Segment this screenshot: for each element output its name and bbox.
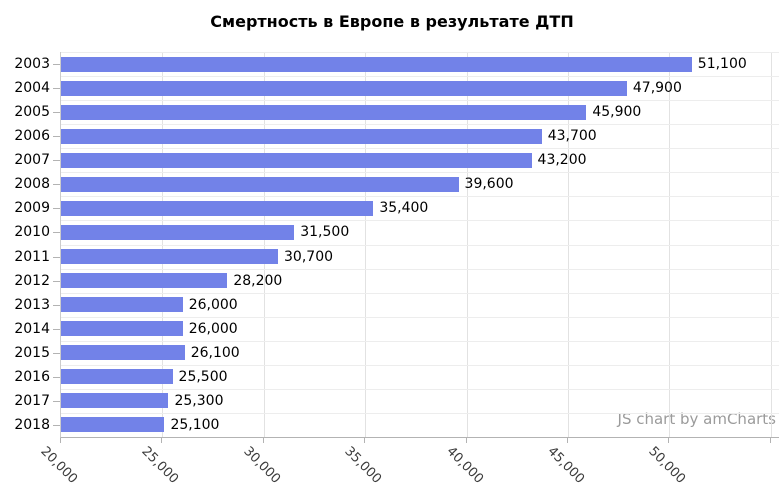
category-tick: [53, 184, 60, 186]
bar-value-label: 45,900: [592, 104, 642, 121]
category-label-2007: 2007: [14, 152, 50, 169]
category-tick: [53, 88, 60, 90]
category-tick: [53, 304, 60, 306]
bar-value-label: 43,200: [537, 152, 587, 169]
bar-value-label: 51,100: [697, 56, 747, 73]
bar-2007[interactable]: [61, 152, 532, 168]
bar-2003[interactable]: [61, 56, 692, 72]
bar-2016[interactable]: [61, 369, 173, 385]
category-label-2012: 2012: [14, 272, 50, 289]
category-gridline: [61, 316, 779, 318]
category-tick: [53, 280, 60, 282]
bar-value-label: 26,000: [188, 320, 238, 337]
x-axis-tick: [364, 438, 366, 443]
x-axis-tick: [567, 438, 569, 443]
category-tick: [53, 424, 60, 426]
category-tick: [53, 328, 60, 330]
category-label-2003: 2003: [14, 56, 50, 73]
plot-area: JS chart by amCharts 51,100 47,900 45,900 4…: [60, 52, 779, 438]
bar-value-label: 26,000: [188, 296, 238, 313]
x-axis-label: 35,000: [341, 444, 385, 487]
category-gridline: [61, 364, 779, 366]
category-gridline: [61, 220, 779, 222]
category-gridline: [61, 148, 779, 150]
category-label-2009: 2009: [14, 200, 50, 217]
x-axis-label: 45,000: [544, 444, 588, 487]
bar-2017[interactable]: [61, 393, 169, 409]
bar-2006[interactable]: [61, 128, 542, 144]
category-gridline: [61, 388, 779, 390]
amcharts-watermark-link[interactable]: JS chart by amCharts: [617, 410, 776, 428]
category-label-2006: 2006: [14, 128, 50, 145]
category-gridline: [61, 124, 779, 126]
x-axis-tick: [769, 438, 771, 443]
bar-2008[interactable]: [61, 176, 459, 192]
bar-2011[interactable]: [61, 249, 279, 265]
x-axis-tick: [668, 438, 670, 443]
bar-value-label: 35,400: [379, 200, 429, 217]
category-tick: [53, 376, 60, 378]
x-axis-label: 30,000: [240, 444, 283, 487]
category-tick: [53, 208, 60, 210]
x-axis-label: 20,000: [37, 444, 81, 487]
category-tick: [53, 232, 60, 234]
category-label-2005: 2005: [14, 104, 50, 121]
bar-value-label: 25,100: [170, 416, 220, 433]
category-label-2016: 2016: [14, 368, 50, 385]
bar-value-label: 30,700: [284, 248, 334, 265]
bar-value-label: 28,200: [233, 272, 283, 289]
bar-2005[interactable]: [61, 104, 587, 120]
category-label-2017: 2017: [14, 392, 50, 409]
bar-value-label: 31,500: [300, 224, 350, 241]
category-gridline: [61, 340, 779, 342]
bar-2018[interactable]: [61, 417, 165, 433]
bar-value-label: 39,600: [464, 176, 514, 193]
category-tick: [53, 112, 60, 114]
category-label-2010: 2010: [14, 224, 50, 241]
category-label-2004: 2004: [14, 80, 50, 97]
category-tick: [53, 400, 60, 402]
category-gridline: [61, 292, 779, 294]
bar-2012[interactable]: [61, 273, 228, 289]
category-gridline: [61, 268, 779, 270]
category-tick: [53, 160, 60, 162]
x-axis-label: 25,000: [138, 444, 182, 487]
category-label-2013: 2013: [14, 296, 50, 313]
category-label-2014: 2014: [14, 320, 50, 337]
category-gridline: [61, 76, 779, 78]
category-gridline: [61, 100, 779, 102]
category-label-2018: 2018: [14, 416, 50, 433]
category-gridline: [61, 52, 779, 53]
bar-2014[interactable]: [61, 321, 183, 337]
bar-value-label: 47,900: [632, 80, 682, 97]
bar-value-label: 26,100: [190, 344, 240, 361]
x-axis-tick: [161, 438, 163, 443]
bar-value-label: 25,300: [174, 392, 224, 409]
category-gridline: [61, 196, 779, 198]
category-gridline: [61, 244, 779, 246]
category-label-2008: 2008: [14, 176, 50, 193]
chart-title: Смертность в Европе в результате ДТП: [210, 12, 574, 31]
x-axis-tick: [262, 438, 264, 443]
category-tick: [53, 256, 60, 258]
x-axis-tick: [465, 438, 467, 443]
category-gridline: [61, 412, 779, 414]
category-tick: [53, 352, 60, 354]
category-gridline: [61, 172, 779, 174]
bar-value-label: 25,500: [178, 368, 228, 385]
category-label-2015: 2015: [14, 344, 50, 361]
category-tick: [53, 64, 60, 66]
category-tick: [53, 136, 60, 138]
bar-2004[interactable]: [61, 80, 627, 96]
bar-2010[interactable]: [61, 224, 295, 240]
bar-2013[interactable]: [61, 297, 183, 313]
x-axis-label: 50,000: [645, 444, 689, 487]
bar-2015[interactable]: [61, 345, 185, 361]
x-axis-tick: [60, 438, 61, 443]
category-label-2011: 2011: [14, 248, 50, 265]
bar-2009[interactable]: [61, 200, 374, 216]
bar-value-label: 43,700: [547, 128, 597, 145]
x-axis-label: 40,000: [443, 444, 486, 487]
